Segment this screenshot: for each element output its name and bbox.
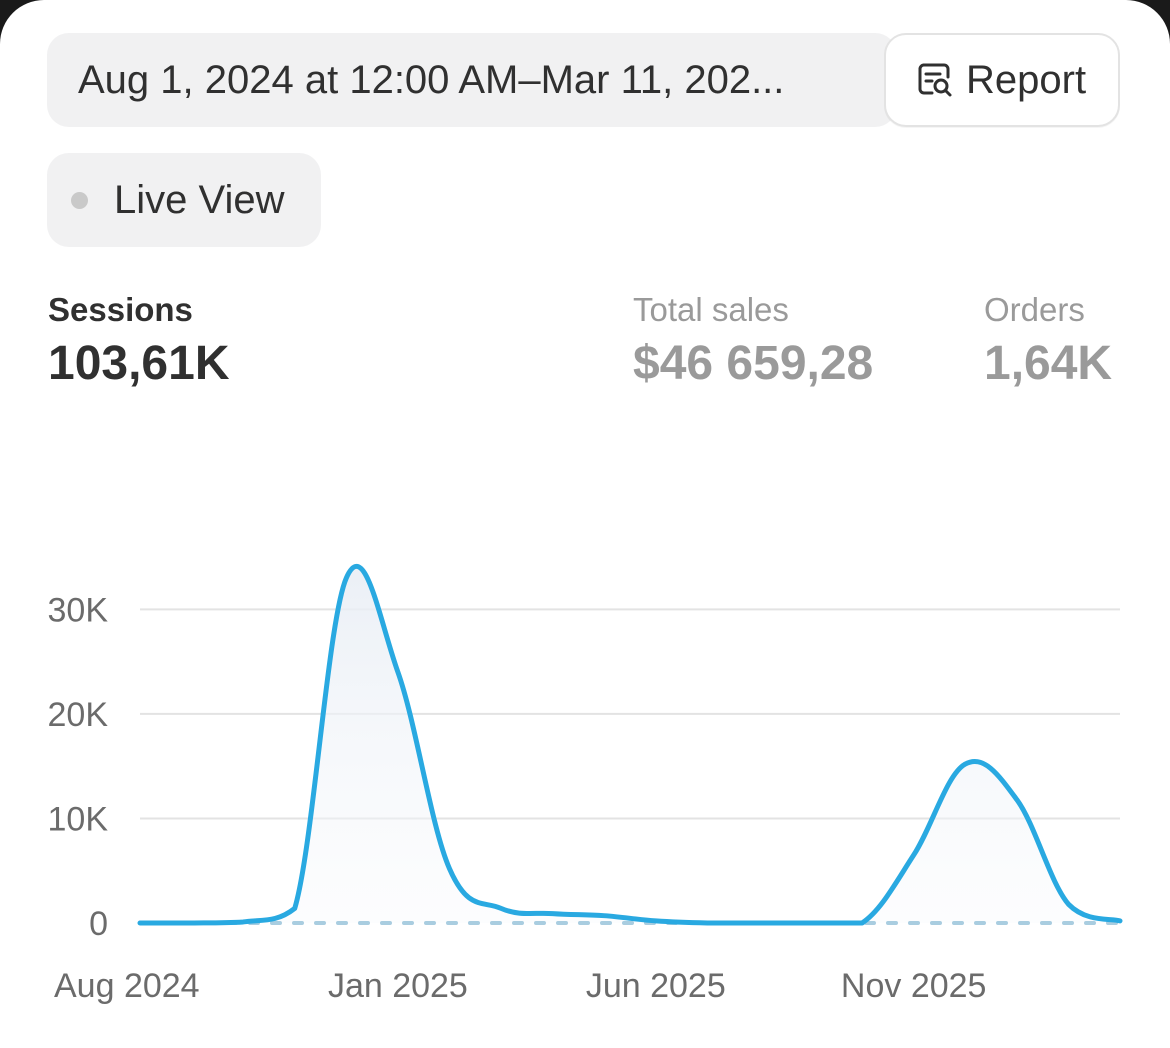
metric-value: 103,61K — [48, 337, 230, 390]
y-tick-label: 20K — [48, 696, 109, 734]
date-range-label: Aug 1, 2024 at 12:00 AM–Mar 11, 202... — [78, 57, 785, 102]
series-area — [140, 566, 1120, 923]
live-status-dot-icon — [71, 191, 88, 209]
metric-sessions[interactable]: Sessions 103,61K — [48, 290, 229, 394]
metric-label: Sessions — [48, 291, 193, 328]
sessions-chart: 0 10K 20K 30K Aug 2024 Jan 2025 Jun 2025 Nov 20… — [48, 564, 1123, 1005]
y-tick-label: 10K — [48, 800, 109, 838]
x-tick-label: Nov 2025 — [841, 967, 987, 1005]
y-tick-label: 30K — [48, 591, 109, 629]
metric-label: Total sales — [633, 291, 789, 328]
metric-value: 1,64K — [984, 337, 1113, 390]
metric-value: $46 659,28 — [633, 337, 874, 390]
metric-label: Orders — [984, 291, 1085, 328]
report-button[interactable]: Report — [884, 33, 1120, 127]
x-tick-label: Jan 2025 — [328, 967, 468, 1005]
live-view-label: Live View — [114, 177, 285, 222]
live-view-button[interactable]: Live View — [47, 153, 321, 247]
sessions-series-line[interactable] — [137, 564, 1123, 926]
report-label: Report — [966, 57, 1087, 102]
y-tick-label: 0 — [89, 905, 108, 943]
x-tick-label: Aug 2024 — [54, 967, 200, 1005]
x-tick-label: Jun 2025 — [586, 967, 726, 1005]
report-search-icon — [918, 63, 952, 97]
date-range-picker[interactable]: Aug 1, 2024 at 12:00 AM–Mar 11, 202... — [47, 33, 906, 127]
metric-orders[interactable]: Orders 1,64K — [984, 290, 1112, 394]
metric-total-sales[interactable]: Total sales $46 659,28 — [633, 290, 873, 394]
